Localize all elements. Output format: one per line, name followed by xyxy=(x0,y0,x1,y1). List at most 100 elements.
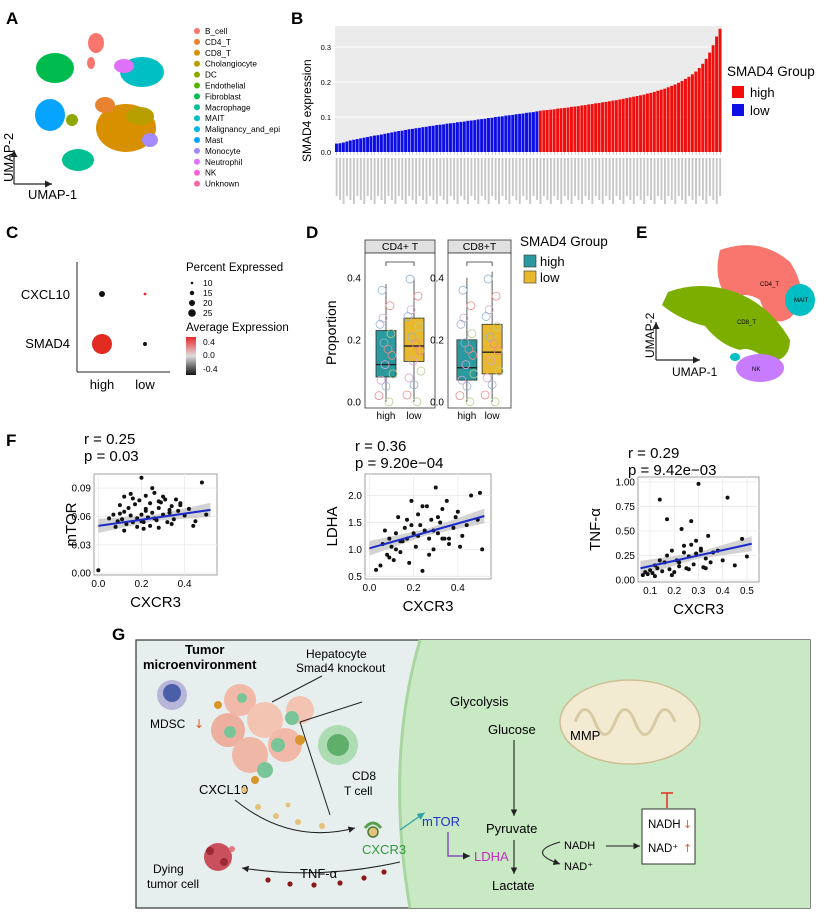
umap-e-label-nk: NK xyxy=(752,367,760,373)
cxcr3-label: CXCR3 xyxy=(362,842,406,857)
box-point-1-1-2 xyxy=(494,366,504,376)
bar-50 xyxy=(507,115,511,152)
bar-xlabel-37 xyxy=(463,158,466,200)
scatter-point-1-1 xyxy=(378,563,383,568)
mechanism-schematic: MMP MDSC ↓ CD8 xyxy=(135,639,811,909)
bar-xlabel-17 xyxy=(394,158,397,204)
scatter-point-0-22 xyxy=(143,493,148,498)
scatter-point-0-8 xyxy=(122,509,127,514)
legend-label-13: NK xyxy=(205,169,217,178)
bar-xlabel-63 xyxy=(553,158,556,196)
bar-93 xyxy=(656,90,660,152)
scatter-panel-1 xyxy=(364,473,492,580)
bar-21 xyxy=(407,129,411,152)
bar-xlabel-57 xyxy=(532,158,535,196)
bar-41 xyxy=(476,119,480,152)
scatter-point-1-17 xyxy=(416,512,421,517)
scatter-point-0-35 xyxy=(167,510,172,515)
box-point-1-1-0 xyxy=(480,390,490,400)
box-point-1-1-6 xyxy=(492,322,502,332)
dying-tumor-cell-icon xyxy=(204,843,235,871)
scatter-point-2-7 xyxy=(657,497,662,502)
box-legend-title: SMAD4 Group xyxy=(520,234,608,249)
bar-74 xyxy=(590,104,594,152)
bar-xlabel-109 xyxy=(712,158,715,200)
bar-xlabel-1 xyxy=(339,158,342,200)
mdsc-label: MDSC xyxy=(150,717,186,731)
box-legend-label-low: low xyxy=(540,270,560,285)
bar-xlabel-102 xyxy=(688,158,691,196)
box-xtick-0-low: low xyxy=(406,411,422,422)
legend-label-0: B_cell xyxy=(205,27,227,36)
bar-legend-swatch-high xyxy=(732,86,744,98)
bar-xlabel-35 xyxy=(456,158,459,204)
bar-xlabel-32 xyxy=(446,158,449,204)
scatter-ylabel-0: mTOR xyxy=(63,502,80,546)
scatter-point-1-15 xyxy=(411,531,416,536)
bar-35 xyxy=(455,122,459,152)
scatter-point-2-17 xyxy=(681,543,686,548)
correlation-scatter-plots: 0.0 0.2 0.4 0.00 0.03 0.06 0.09 r = 0.25p = 0.0… xyxy=(63,431,760,618)
box-bracket-1 xyxy=(466,261,493,266)
box-xtick-0-high: high xyxy=(377,411,396,422)
bar-xlabel-40 xyxy=(473,158,476,200)
scatter-point-1-24 xyxy=(431,547,436,552)
bar-xlabel-27 xyxy=(428,158,431,196)
bar-88 xyxy=(639,95,643,152)
scatter-point-1-19 xyxy=(420,568,425,573)
scatter-xtick-2-2: 0.3 xyxy=(692,586,706,597)
legend-swatch-2 xyxy=(194,49,200,56)
scatter-point-0-50 xyxy=(161,494,166,499)
bar-3 xyxy=(345,141,349,152)
bar-legend-title: SMAD4 Group xyxy=(727,64,815,79)
bar-39 xyxy=(469,120,473,152)
scatter-point-1-34 xyxy=(460,533,465,538)
box-point-1-1-3 xyxy=(486,356,496,366)
scatter-p-2: p = 9.42e−03 xyxy=(628,462,716,479)
scatter-point-0-39 xyxy=(176,508,181,513)
scatter-xlabel-2: CXCR3 xyxy=(673,601,724,618)
bar-99 xyxy=(677,82,681,152)
box-point-0-0-8 xyxy=(385,301,395,311)
scatter-point-1-26 xyxy=(435,531,440,536)
scatter-ylabel-2: TNF-α xyxy=(587,508,604,551)
legend-label-12: Neutrophil xyxy=(205,158,243,167)
scatter-point-2-34 xyxy=(740,536,745,541)
scatter-point-2-6 xyxy=(655,566,660,571)
scatter-point-1-25 xyxy=(433,485,438,490)
bar-xlabel-11 xyxy=(373,158,376,204)
bar-54 xyxy=(521,113,525,152)
bar-98 xyxy=(673,84,677,152)
bar-80 xyxy=(611,100,615,152)
bar-72 xyxy=(583,105,587,152)
bar-105 xyxy=(697,68,701,152)
box-nad-label: NAD⁺ xyxy=(648,843,678,855)
cxcr3-receptor-icon xyxy=(363,821,383,838)
bar-46 xyxy=(493,117,497,152)
bar-xlabel-66 xyxy=(563,158,566,196)
scatter-point-0-25 xyxy=(148,501,153,506)
panel-label-g: G xyxy=(112,625,125,644)
bar-xlabel-5 xyxy=(352,158,355,204)
box-point-1-0-1 xyxy=(462,381,472,391)
bar-xlabel-80 xyxy=(612,158,615,204)
scatter-point-1-45 xyxy=(447,536,451,541)
bar-67 xyxy=(566,107,570,152)
bar-71 xyxy=(580,105,584,152)
bar-xlabel-36 xyxy=(460,158,462,196)
gene-label-smad4: SMAD4 xyxy=(25,336,70,351)
scatter-point-0-34 xyxy=(165,520,170,525)
bar-89 xyxy=(642,94,646,152)
bar-xlabel-12 xyxy=(377,158,380,196)
bar-xlabel-94 xyxy=(660,158,663,200)
group-label-high: high xyxy=(90,377,115,392)
box-point-0-0-6 xyxy=(386,329,396,339)
scatter-point-1-32 xyxy=(451,525,456,530)
legend-swatch-11 xyxy=(194,147,200,154)
bar-xlabel-64 xyxy=(556,158,559,200)
bar-64 xyxy=(556,108,560,152)
panel-label-a: A xyxy=(6,9,18,28)
scatter-point-1-33 xyxy=(455,509,460,514)
scatter-point-0-38 xyxy=(174,497,178,502)
